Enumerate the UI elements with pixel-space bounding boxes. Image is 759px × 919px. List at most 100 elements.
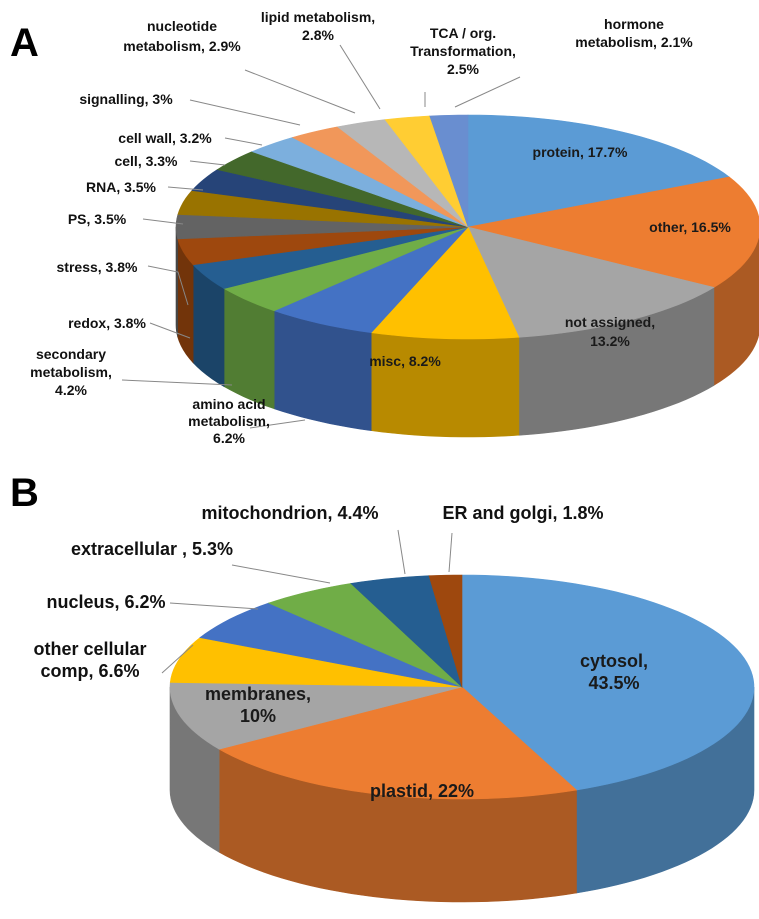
pie-a-label-secondary-metabolism: secondary metabolism, 4.2%: [30, 346, 112, 398]
pie-a-label-line: 6.2%: [213, 430, 245, 446]
pie-a-slice-lipid-metabolism: [336, 119, 469, 228]
pie-a-slice-secondary-metabolism: [223, 226, 469, 312]
pie-a-label-line: metabolism,: [188, 413, 270, 429]
pie-a-label-line: 2.8%: [302, 27, 334, 43]
pie-b-label-nucleus: nucleus, 6.2%: [46, 592, 165, 612]
pie-a-label-hormone-metabolism: hormone metabolism, 2.1%: [575, 16, 693, 50]
pie-b-label-cytosol: cytosol, 43.5%: [580, 651, 648, 693]
pie-a-leader-lipid-metabolism: [339, 44, 381, 110]
pie-b-label-mitochondrion: mitochondrion, 4.4%: [201, 503, 378, 523]
pie-a-label-line: TCA / org.: [430, 25, 496, 41]
pie-b-slices: [169, 574, 755, 800]
pie-a-side-misc: [370, 332, 520, 438]
pie-a-label-redox: redox, 3.8%: [68, 315, 146, 331]
pie-a-slices: [175, 114, 759, 340]
pie-a-label-ps: PS, 3.5%: [68, 211, 127, 227]
pie-a-label-line: stress, 3.8%: [57, 259, 138, 275]
pie-a-leader-ps: [142, 218, 184, 225]
pie-a-label-stress: stress, 3.8%: [57, 259, 138, 275]
pie-b-label-plastid: plastid, 22%: [370, 781, 474, 801]
pie-b-slice-mitochondrion: [350, 575, 463, 688]
pie-a-slice-ps: [175, 214, 469, 240]
pie-b-slice-cytosol: [461, 574, 755, 791]
pie-a-slice-stress: [177, 226, 469, 266]
pie-a-label-line: redox, 3.8%: [68, 315, 146, 331]
pie-b-slice-other-cellular-comp: [169, 637, 463, 688]
pie-b-leader-er-and-golgi: [448, 532, 453, 573]
pie-a-label-line: 13.2%: [590, 333, 630, 349]
pie-a-label-not-assigned: not assigned, 13.2%: [565, 314, 655, 349]
pie-a-side-ps: [175, 226, 178, 337]
pie-a-slice-amino-acid-metabolism: [273, 226, 469, 333]
pie-b-label-extracellular: extracellular , 5.3%: [71, 539, 233, 559]
pie-a-label-line: amino acid: [192, 396, 265, 412]
pie-a-label-line: misc, 8.2%: [369, 353, 441, 369]
pie-a-label-tca-org-transformation: TCA / org. Transformation, 2.5%: [410, 25, 516, 77]
pie-a-label-line: nucleotide: [147, 18, 217, 34]
pie-a-slice-cell-wall: [216, 151, 469, 228]
pie-a-label-line: metabolism, 2.9%: [123, 38, 241, 54]
pie-b-label-line: extracellular , 5.3%: [71, 539, 233, 559]
pie-a-label-signalling: signalling, 3%: [79, 91, 173, 107]
pie-a-label-misc: misc, 8.2%: [369, 353, 441, 369]
pie-a-slice-not-assigned: [467, 226, 715, 338]
pie-a-leader-stress: [147, 265, 189, 306]
pie-b-labels: cytosol, 43.5% plastid, 22% membranes, 10% ot…: [33, 503, 648, 801]
pie-b-label-line: cytosol,: [580, 651, 648, 671]
pie-a-leader-secondary-metabolism: [121, 379, 233, 386]
pie-b-leader-other-cellular-comp: [161, 644, 194, 674]
pie-a-label-line: cell, 3.3%: [114, 153, 178, 169]
pie-a-label-line: cell wall, 3.2%: [118, 130, 212, 146]
pie-b-label-line: mitochondrion, 4.4%: [201, 503, 378, 523]
pie-a-label-lipid-metabolism: lipid metabolism, 2.8%: [261, 9, 375, 43]
pie-b-label-line: comp, 6.6%: [40, 661, 139, 681]
pie-a-slice-signalling: [251, 137, 469, 228]
pie-a-slice-redox: [192, 226, 469, 289]
pie-a-label-nucleotide-metabolism: nucleotide metabolism, 2.9%: [123, 18, 241, 54]
pie-a-label-cell: cell, 3.3%: [114, 153, 178, 169]
pie-a-label-line: metabolism, 2.1%: [575, 34, 693, 50]
pie-a-label-line: Transformation,: [410, 43, 516, 59]
pie-a-leader-nucleotide-metabolism: [244, 69, 356, 114]
pie-a-label-line: hormone: [604, 16, 664, 32]
pie-b-label-line: 10%: [240, 706, 276, 726]
pie-b-slice-membranes: [169, 682, 463, 750]
pie-b-label-er-and-golgi: ER and golgi, 1.8%: [442, 503, 603, 523]
pie-b-label-line: ER and golgi, 1.8%: [442, 503, 603, 523]
pie-a-label-cell-wall: cell wall, 3.2%: [118, 130, 212, 146]
pie-b-side-walls: [169, 686, 755, 903]
pie-a-label-rna: RNA, 3.5%: [86, 179, 157, 195]
pie-a-slice-misc: [370, 226, 520, 340]
panel-label-b: B: [10, 471, 39, 515]
pie-a-label-line: signalling, 3%: [79, 91, 173, 107]
pie-a-leader-redox: [149, 322, 191, 339]
pie-a-label-line: other, 16.5%: [649, 219, 731, 235]
pie-b-slice-plastid: [218, 686, 578, 800]
pie-a-leader-signalling: [189, 99, 301, 126]
pie-a-leader-cell-wall: [224, 137, 263, 146]
pie-a-label-other: other, 16.5%: [649, 219, 731, 235]
pie-chart-b: cytosol, 43.5% plastid, 22% membranes, 10% ot…: [33, 503, 755, 903]
pie-a-slice-rna: [177, 190, 469, 228]
pie-a-leader-cell: [189, 160, 226, 166]
pie-b-slice-er-and-golgi: [428, 574, 463, 688]
pie-a-slice-other: [467, 176, 759, 288]
pie-a-label-line: metabolism,: [30, 364, 112, 380]
pie-a-label-line: 4.2%: [55, 382, 87, 398]
pie-b-label-line: nucleus, 6.2%: [46, 592, 165, 612]
pie-a-label-line: 2.5%: [447, 61, 479, 77]
pie-a-label-line: RNA, 3.5%: [86, 179, 157, 195]
pie-a-label-line: lipid metabolism,: [261, 9, 375, 25]
panel-label-a: A: [10, 21, 39, 65]
pie-b-label-membranes: membranes, 10%: [205, 684, 311, 726]
pie-b-label-other-cellular-comp: other cellular comp, 6.6%: [33, 639, 146, 681]
pie-b-leader-nucleus: [169, 602, 259, 610]
pie-b-leader-extracellular: [231, 564, 331, 584]
pie-a-label-amino-acid-metabolism: amino acid metabolism, 6.2%: [188, 396, 270, 446]
pie-a-label-line: secondary: [36, 346, 106, 362]
pie-a-leader-amino-acid-metabolism: [249, 419, 306, 429]
pie-a-leader-hormone-metabolism: [454, 76, 521, 108]
pie-a-slice-hormone-metabolism: [429, 114, 469, 228]
pie-chart-a: protein, 17.7% other, 16.5% not assigned, 1…: [30, 9, 759, 446]
